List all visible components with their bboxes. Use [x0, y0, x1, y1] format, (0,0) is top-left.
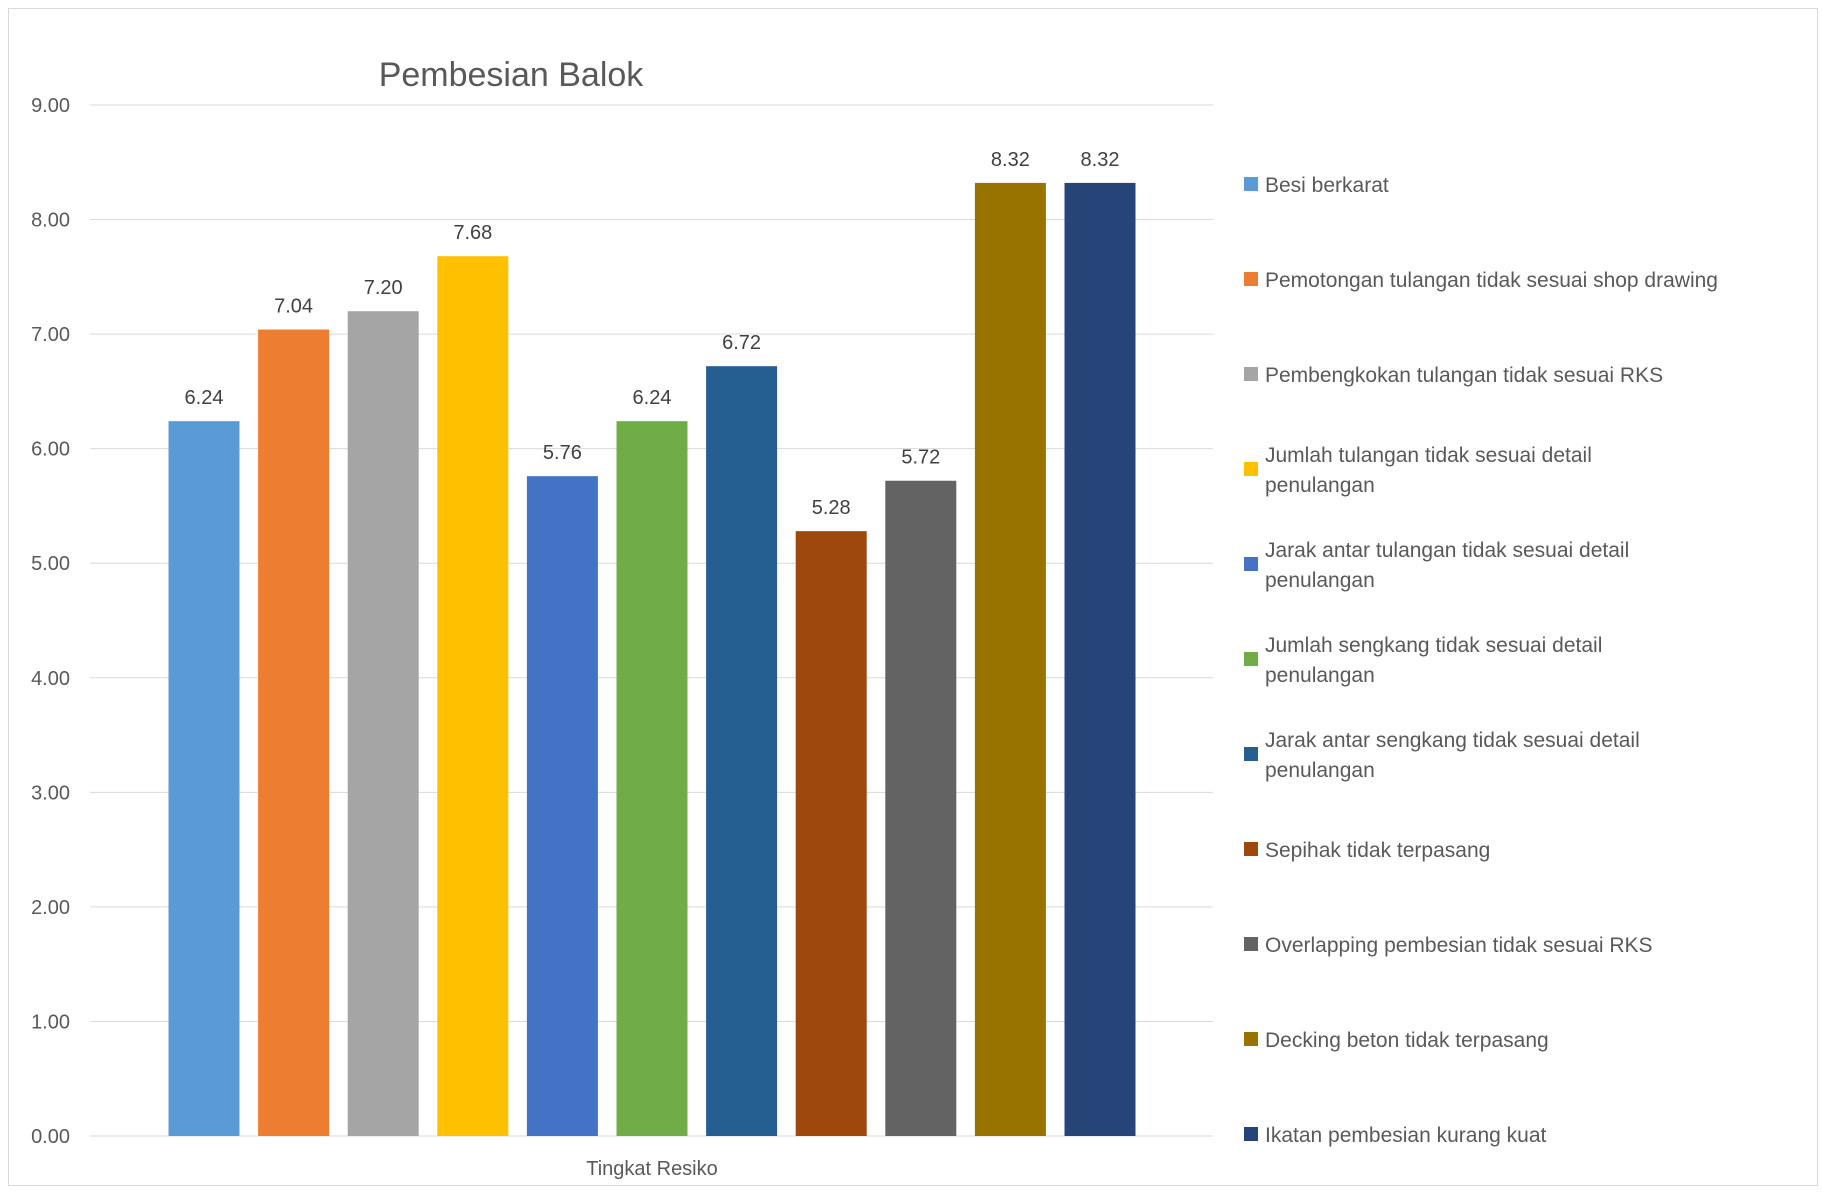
legend-label: Pembengkokan tulangan tidak sesuai RKS	[1265, 364, 1663, 387]
legend-label: Jarak antar sengkang tidak sesuai detail…	[1265, 729, 1640, 782]
legend-item: Jarak antar sengkang tidak sesuai detail…	[1244, 729, 1640, 782]
legend-item: Overlapping pembesian tidak sesuai RKS	[1244, 934, 1653, 957]
y-tick-label: 0.00	[31, 1126, 70, 1148]
y-tick-label: 3.00	[31, 782, 70, 804]
y-tick-label: 9.00	[31, 95, 70, 117]
data-label: 6.24	[633, 387, 672, 409]
bar	[437, 256, 509, 1136]
legend-item: Pemotongan tulangan tidak sesuai shop dr…	[1244, 269, 1718, 292]
bar	[885, 480, 957, 1137]
legend-swatch	[1244, 1127, 1258, 1141]
bar	[795, 531, 867, 1136]
legend-item: Ikatan pembesian kurang kuat	[1244, 1124, 1547, 1147]
legend-item: Pembengkokan tulangan tidak sesuai RKS	[1244, 364, 1663, 387]
chart-title: Pembesian Balok	[379, 56, 645, 94]
legend-item: Jumlah sengkang tidak sesuai detail penul…	[1244, 634, 1602, 687]
data-label: 5.72	[901, 447, 940, 469]
legend-item: Jarak antar tulangan tidak sesuai detail…	[1244, 539, 1629, 592]
bars	[168, 182, 1136, 1137]
bar	[347, 311, 419, 1136]
y-tick-label: 1.00	[31, 1011, 70, 1033]
legend-swatch	[1244, 1032, 1258, 1046]
data-label: 7.68	[453, 222, 492, 244]
legend-label: Jarak antar tulangan tidak sesuai detail…	[1265, 539, 1629, 592]
legend-label: Jumlah sengkang tidak sesuai detail penul…	[1265, 634, 1602, 687]
y-axis-ticks: 0.00 1.00 2.00 3.00 4.00 5.00 6.00 7.00 8.00 9.00	[31, 95, 70, 1148]
data-label: 5.76	[543, 442, 582, 464]
bar	[706, 366, 778, 1137]
legend-item: Jumlah tulangan tidak sesuai detail penul…	[1244, 444, 1592, 497]
legend: Besi berkarat Pemotongan tulangan tidak s…	[1244, 174, 1718, 1147]
bar	[526, 476, 598, 1136]
legend-label: Sepihak tidak terpasang	[1265, 839, 1490, 862]
y-tick-label: 5.00	[31, 553, 70, 575]
data-label: 6.24	[185, 387, 224, 409]
x-axis-category-label: Tingkat Resiko	[586, 1158, 718, 1180]
legend-label: Overlapping pembesian tidak sesuai RKS	[1265, 934, 1653, 957]
bar	[974, 182, 1046, 1137]
data-labels: 6.24 7.04 7.20 7.68 5.76 6.24 6.72 5.28 5.72 8.32…	[185, 149, 1120, 519]
legend-label: Pemotongan tulangan tidak sesuai shop dr…	[1265, 269, 1718, 292]
legend-item: Sepihak tidak terpasang	[1244, 839, 1490, 862]
legend-swatch	[1244, 937, 1258, 951]
legend-swatch	[1244, 652, 1258, 666]
y-tick-label: 2.00	[31, 897, 70, 919]
data-label: 5.28	[812, 497, 851, 519]
legend-swatch	[1244, 177, 1258, 191]
bar	[168, 421, 240, 1136]
legend-label: Besi berkarat	[1265, 174, 1389, 197]
legend-swatch	[1244, 272, 1258, 286]
data-label: 8.32	[991, 149, 1030, 171]
data-label: 7.04	[274, 296, 313, 318]
data-label: 8.32	[1081, 149, 1120, 171]
y-tick-label: 8.00	[31, 210, 70, 232]
legend-label: Jumlah tulangan tidak sesuai detail penul…	[1265, 444, 1592, 497]
legend-label: Decking beton tidak terpasang	[1265, 1029, 1549, 1052]
legend-swatch	[1244, 462, 1258, 476]
bar	[616, 421, 688, 1136]
data-label: 6.72	[722, 332, 761, 354]
y-tick-label: 6.00	[31, 439, 70, 461]
legend-swatch	[1244, 842, 1258, 856]
bar	[1064, 182, 1136, 1137]
legend-label: Ikatan pembesian kurang kuat	[1265, 1124, 1547, 1147]
legend-swatch	[1244, 747, 1258, 761]
y-tick-label: 4.00	[31, 668, 70, 690]
data-label: 7.20	[364, 277, 403, 299]
legend-swatch	[1244, 367, 1258, 381]
legend-item: Besi berkarat	[1244, 174, 1389, 197]
legend-item: Decking beton tidak terpasang	[1244, 1029, 1549, 1052]
legend-swatch	[1244, 557, 1258, 571]
y-tick-label: 7.00	[31, 324, 70, 346]
bar	[258, 329, 330, 1136]
